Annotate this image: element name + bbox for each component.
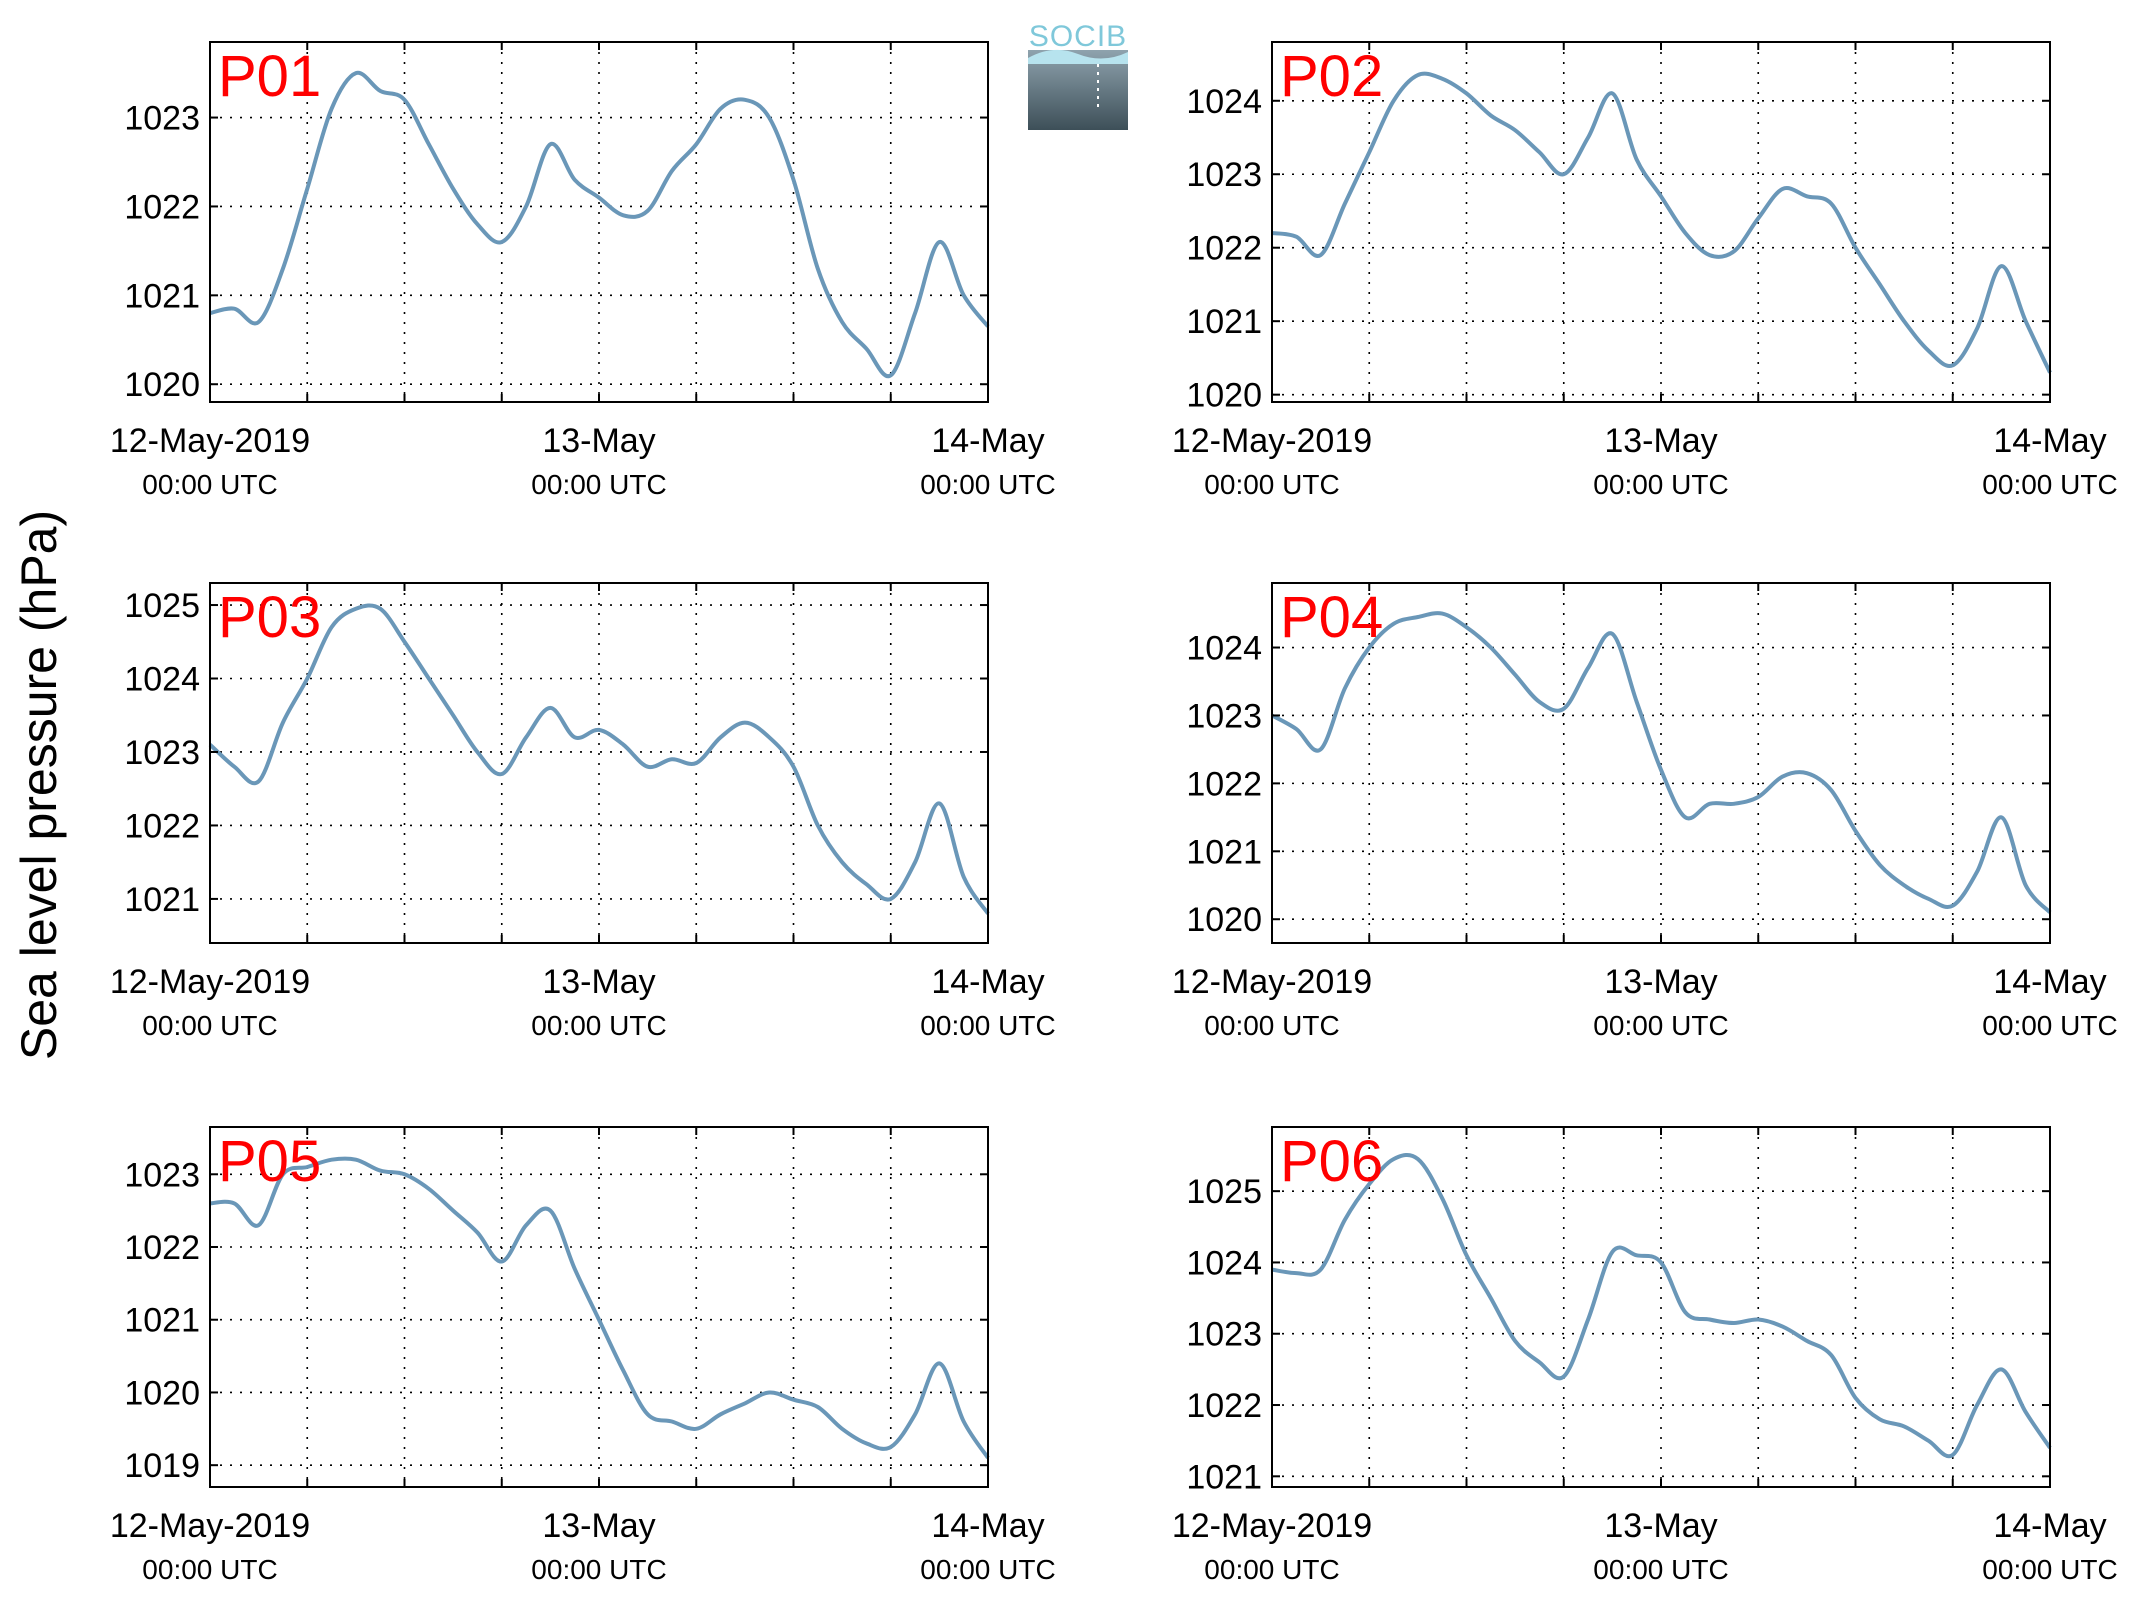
x-tick-label: 14-May	[1993, 1507, 2106, 1545]
x-tick-sublabel: 00:00 UTC	[1593, 1010, 1728, 1041]
y-tick-label: 1020	[124, 366, 200, 404]
x-tick-sublabel: 00:00 UTC	[920, 469, 1055, 500]
y-tick-label: 1023	[124, 100, 200, 138]
panel-p06: 1021 1022 1023 1024 1025 12-May-2019 00:00 UTC…	[1172, 1126, 2118, 1585]
panel-title: P01	[218, 44, 321, 109]
y-tick-label: 1023	[1186, 1316, 1262, 1354]
y-tick-label: 1024	[1186, 1244, 1262, 1282]
x-tick-sublabel: 00:00 UTC	[142, 1010, 277, 1041]
y-tick-label: 1019	[124, 1447, 200, 1485]
y-tick-label: 1021	[124, 881, 200, 919]
x-tick-sublabel: 00:00 UTC	[920, 1554, 1055, 1585]
panel-title: P04	[1280, 585, 1383, 650]
x-tick-label: 13-May	[542, 1507, 655, 1545]
panel-p04: 1020 1021 1022 1023 1024 12-May-2019 00:00 UTC…	[1172, 582, 2118, 1041]
y-tick-label: 1022	[1186, 230, 1262, 268]
y-tick-label: 1025	[1186, 1173, 1262, 1211]
x-tick-sublabel: 00:00 UTC	[1593, 1554, 1728, 1585]
panel-title: P06	[1280, 1129, 1383, 1194]
panel-p05: 1019 1020 1021 1022 1023 12-May-2019 00:00 UTC…	[110, 1126, 1056, 1585]
x-tick-sublabel: 00:00 UTC	[920, 1010, 1055, 1041]
series-line-p04	[1271, 611, 2052, 914]
x-tick-label: 13-May	[1604, 422, 1717, 460]
y-tick-label: 1022	[1186, 1387, 1262, 1425]
x-tick-label: 12-May-2019	[110, 1507, 310, 1545]
y-tick-label: 1022	[124, 188, 200, 226]
y-tick-label: 1022	[1186, 765, 1262, 803]
x-tick-label: 14-May	[931, 422, 1044, 460]
x-tick-sublabel: 00:00 UTC	[1204, 1554, 1339, 1585]
x-tick-sublabel: 00:00 UTC	[1204, 469, 1339, 500]
x-tick-label: 14-May	[931, 1507, 1044, 1545]
y-tick-label: 1021	[124, 1302, 200, 1340]
y-tick-label: 1021	[1186, 303, 1262, 341]
x-tick-label: 14-May	[1993, 422, 2106, 460]
x-tick-label: 12-May-2019	[1172, 422, 1372, 460]
x-tick-label: 12-May-2019	[110, 422, 310, 460]
x-tick-label: 14-May	[931, 963, 1044, 1001]
y-tick-label: 1023	[124, 734, 200, 772]
panel-p01: 1020 1021 1022 1023 12-May-2019 00:00 UTC 13-M…	[110, 41, 1056, 500]
x-tick-label: 12-May-2019	[110, 963, 310, 1001]
y-tick-label: 1023	[1186, 156, 1262, 194]
x-tick-sublabel: 00:00 UTC	[1593, 469, 1728, 500]
panel-p02: 1020 1021 1022 1023 1024 12-May-2019 00:00 UTC…	[1172, 41, 2118, 500]
panel-title: P05	[218, 1129, 321, 1194]
x-tick-label: 12-May-2019	[1172, 1507, 1372, 1545]
y-tick-label: 1022	[124, 1229, 200, 1267]
x-tick-label: 13-May	[542, 963, 655, 1001]
x-tick-label: 12-May-2019	[1172, 963, 1372, 1001]
panel-p03: 1021 1022 1023 1024 1025 12-May-2019 00:00 UTC…	[110, 582, 1056, 1041]
x-tick-sublabel: 00:00 UTC	[531, 1554, 666, 1585]
series-line-p02	[1271, 71, 2052, 374]
x-tick-sublabel: 00:00 UTC	[1982, 1010, 2117, 1041]
logo-wave	[1028, 49, 1128, 64]
series-line-p01	[209, 70, 990, 379]
y-tick-label: 1020	[1186, 901, 1262, 939]
x-tick-sublabel: 00:00 UTC	[1204, 1010, 1339, 1041]
y-tick-label: 1021	[1186, 833, 1262, 871]
y-tick-label: 1024	[124, 661, 200, 699]
x-tick-label: 13-May	[1604, 963, 1717, 1001]
series-line-p06	[1271, 1153, 2052, 1459]
y-axis-label: Sea level pressure (hPa)	[11, 510, 67, 1060]
y-tick-label: 1023	[124, 1156, 200, 1194]
panel-title: P03	[218, 585, 321, 650]
y-tick-label: 1020	[1186, 377, 1262, 415]
x-tick-label: 13-May	[1604, 1507, 1717, 1545]
series-line-p05	[209, 1156, 990, 1460]
x-tick-sublabel: 00:00 UTC	[531, 469, 666, 500]
panel-title: P02	[1280, 44, 1383, 109]
y-tick-label: 1025	[124, 587, 200, 625]
x-tick-sublabel: 00:00 UTC	[142, 469, 277, 500]
x-tick-label: 14-May	[1993, 963, 2106, 1001]
x-tick-sublabel: 00:00 UTC	[1982, 1554, 2117, 1585]
x-tick-sublabel: 00:00 UTC	[1982, 469, 2117, 500]
panels-container: 1020 1021 1022 1023 12-May-2019 00:00 UTC 13-M…	[110, 41, 2118, 1585]
x-tick-sublabel: 00:00 UTC	[531, 1010, 666, 1041]
socib-logo: SOCIB	[1028, 20, 1128, 130]
series-line-p03	[208, 603, 990, 915]
y-tick-label: 1024	[1186, 630, 1262, 668]
y-tick-label: 1021	[124, 277, 200, 315]
logo-text: SOCIB	[1029, 20, 1127, 53]
y-tick-label: 1024	[1186, 83, 1262, 121]
x-tick-label: 13-May	[542, 422, 655, 460]
y-tick-label: 1020	[124, 1374, 200, 1412]
y-tick-label: 1021	[1186, 1458, 1262, 1496]
x-tick-sublabel: 00:00 UTC	[142, 1554, 277, 1585]
y-tick-label: 1022	[124, 807, 200, 845]
y-tick-label: 1023	[1186, 697, 1262, 735]
